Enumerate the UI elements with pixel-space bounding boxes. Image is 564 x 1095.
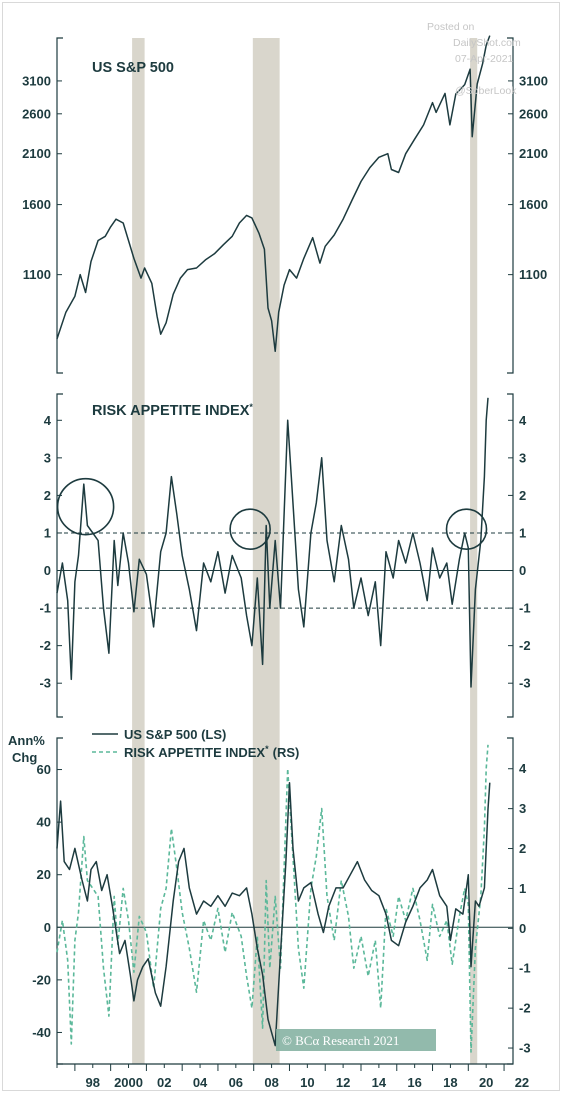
panel2-y-4-label-right: 4	[519, 413, 527, 428]
panel3-series-risk	[56, 744, 489, 1053]
panel3-ylabel-line1: Ann%	[8, 733, 45, 748]
panel3-yright-2-label-right: 2	[519, 841, 526, 856]
panel2-y--1-label-left: -1	[39, 601, 51, 616]
recession-band-0	[132, 38, 145, 1064]
panel1-title: US S&P 500	[92, 60, 174, 76]
x-label-12: 12	[336, 1075, 350, 1090]
legend-label-sp500: US S&P 500 (LS)	[124, 727, 226, 742]
panel2-y-1-label-left: 1	[44, 525, 51, 540]
panel1-y-2100-label-right: 2100	[519, 146, 548, 161]
panel3-yright--2-label-right: -2	[519, 1001, 531, 1016]
x-label-98: 98	[86, 1075, 100, 1090]
watermark-line-2: DailyShot.com	[453, 37, 521, 49]
watermark-line-4: @SoberLook	[455, 85, 517, 97]
panel3-yright--1-label-right: -1	[519, 961, 531, 976]
panel1-y-2100-label-left: 2100	[22, 146, 51, 161]
credit-text: © BCα Research 2021	[282, 1033, 399, 1048]
panel1-y-3100-label-right: 3100	[519, 73, 548, 88]
panel3-yright-3-label-right: 3	[519, 801, 526, 816]
panel3-yright-1-label-right: 1	[519, 881, 526, 896]
x-label-14: 14	[372, 1075, 387, 1090]
legend-label-risk: RISK APPETITE INDEX* (RS)	[124, 744, 299, 760]
panel3-yright-0-label-right: 0	[519, 921, 526, 936]
panel3-ylabel-line2: Chg	[12, 750, 37, 765]
panel1-y-1600-label-right: 1600	[519, 197, 548, 212]
x-label-18: 18	[443, 1075, 457, 1090]
x-label-2000: 2000	[114, 1075, 143, 1090]
panel3-yleft-60-label-left: 60	[37, 762, 51, 777]
panel2-title-text: RISK APPETITE INDEX	[92, 403, 250, 419]
x-label-08: 08	[264, 1075, 278, 1090]
panel3-yright--3-label-right: -3	[519, 1041, 531, 1056]
panel1-y-1100-label-left: 1100	[23, 267, 51, 282]
panel2-title: RISK APPETITE INDEX*	[92, 402, 253, 419]
panel2-y--3-label-left: -3	[39, 676, 51, 691]
legend-label-risk-suffix: (RS)	[273, 745, 300, 760]
panel2-y-4-label-left: 4	[44, 413, 52, 428]
panel2-y-3-label-left: 3	[44, 450, 51, 465]
x-label-20: 20	[479, 1075, 493, 1090]
panel2-y-0-label-right: 0	[519, 563, 526, 578]
panel2-y-2-label-left: 2	[44, 488, 51, 503]
panel3-yleft-20-label-left: 20	[37, 867, 51, 882]
recession-band-2	[470, 38, 478, 1064]
x-label-06: 06	[229, 1075, 243, 1090]
panel3-yleft--20-label-left: -20	[32, 972, 51, 987]
panel1-y-2600-label-left: 2600	[22, 106, 51, 121]
panel2-y-1-label-right: 1	[519, 525, 526, 540]
panel2-title-mark: *	[249, 402, 253, 412]
x-label-22: 22	[515, 1075, 529, 1090]
legend-label-risk-text: RISK APPETITE INDEX	[124, 745, 265, 760]
panel1-frame	[56, 37, 514, 374]
panel2-series-risk	[56, 397, 489, 688]
panel2-y-2-label-right: 2	[519, 488, 526, 503]
legend-label-risk-mark: *	[265, 744, 269, 754]
watermark-line-1: Posted on	[427, 21, 474, 33]
panel3-yleft-40-label-left: 40	[37, 815, 51, 830]
panel1-y-1100-label-right: 1100	[519, 267, 547, 282]
panel3-yright-4-label-right: 4	[519, 761, 527, 776]
watermark-line-3: 07-Apr-2021	[455, 53, 514, 65]
panel3-series-sp500	[56, 781, 491, 1047]
panel2-frame	[56, 393, 514, 718]
credit-badge	[276, 1029, 436, 1051]
panel2-highlight-circle-2	[445, 508, 488, 551]
panel1-y-3100-label-left: 3100	[22, 73, 51, 88]
x-label-04: 04	[193, 1075, 208, 1090]
panel2-y-0-label-left: 0	[44, 563, 51, 578]
panel3-yleft--40-label-left: -40	[32, 1025, 51, 1040]
panel1-y-2600-label-right: 2600	[519, 106, 548, 121]
panel1-y-1600-label-left: 1600	[22, 197, 51, 212]
panel2-y-3-label-right: 3	[519, 450, 526, 465]
x-label-10: 10	[300, 1075, 314, 1090]
panel1-series-sp500	[56, 35, 491, 353]
panel2-y--2-label-right: -2	[519, 638, 531, 653]
panel2-y--1-label-right: -1	[519, 601, 531, 616]
panel2-y--3-label-right: -3	[519, 676, 531, 691]
panel2-y--2-label-left: -2	[39, 638, 51, 653]
panel2-highlight-circle-1	[229, 508, 271, 551]
panel2-highlight-circle-0	[56, 477, 115, 536]
x-label-02: 02	[157, 1075, 171, 1090]
panel3-yleft-0-label-left: 0	[44, 920, 51, 935]
x-label-16: 16	[407, 1075, 421, 1090]
